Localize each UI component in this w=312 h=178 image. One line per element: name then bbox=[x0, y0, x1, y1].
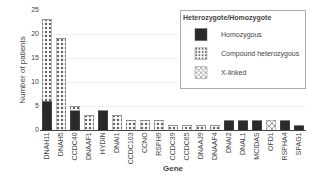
svg-text:CCDC39: CCDC39 bbox=[169, 132, 176, 160]
svg-text:RSPH9: RSPH9 bbox=[155, 132, 162, 155]
svg-text:CCDC40: CCDC40 bbox=[71, 132, 78, 160]
svg-text:0: 0 bbox=[35, 126, 39, 133]
svg-text:DNAI2: DNAI2 bbox=[225, 132, 232, 153]
svg-text:X-linked: X-linked bbox=[221, 69, 246, 76]
svg-text:20: 20 bbox=[31, 30, 39, 37]
svg-text:CCNO: CCNO bbox=[141, 132, 148, 153]
svg-text:DNAAF1: DNAAF1 bbox=[85, 132, 92, 160]
svg-text:OFD1: OFD1 bbox=[267, 132, 274, 151]
svg-text:15: 15 bbox=[31, 54, 39, 61]
svg-text:CCDC65: CCDC65 bbox=[183, 132, 190, 160]
svg-text:10: 10 bbox=[31, 78, 39, 85]
svg-text:SPAG1: SPAG1 bbox=[295, 132, 302, 155]
svg-text:DNAH5: DNAH5 bbox=[57, 132, 64, 156]
svg-text:DNAAF4: DNAAF4 bbox=[211, 132, 218, 160]
svg-text:HYDIN: HYDIN bbox=[99, 132, 106, 154]
svg-text:Gene: Gene bbox=[163, 164, 184, 173]
svg-text:DNAAJ9: DNAAJ9 bbox=[197, 132, 204, 159]
svg-text:Number of patients: Number of patients bbox=[18, 36, 27, 104]
svg-text:DNAI1: DNAI1 bbox=[113, 132, 120, 153]
svg-text:CCDC103: CCDC103 bbox=[127, 132, 134, 164]
svg-text:DNAL1: DNAL1 bbox=[239, 132, 246, 155]
svg-text:Compound heterozygous: Compound heterozygous bbox=[221, 50, 300, 58]
svg-text:DNAH11: DNAH11 bbox=[43, 132, 50, 159]
svg-text:25: 25 bbox=[31, 6, 39, 13]
svg-text:RSPHA4: RSPHA4 bbox=[281, 132, 288, 160]
svg-text:Homozygous: Homozygous bbox=[221, 31, 262, 39]
svg-text:5: 5 bbox=[35, 102, 39, 109]
svg-text:Heterozygote/Homozygote: Heterozygote/Homozygote bbox=[183, 14, 271, 22]
svg-text:MCIDAS: MCIDAS bbox=[253, 132, 260, 160]
